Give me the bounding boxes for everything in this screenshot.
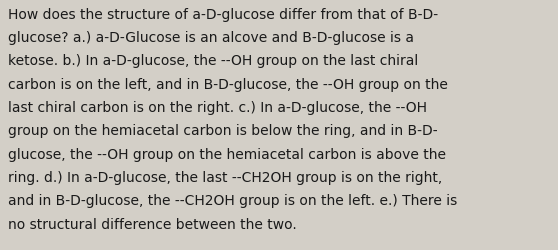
Text: glucose, the --OH group on the hemiacetal carbon is above the: glucose, the --OH group on the hemiaceta… — [8, 147, 446, 161]
Text: How does the structure of a-D-glucose differ from that of B-D-: How does the structure of a-D-glucose di… — [8, 8, 439, 22]
Text: no structural difference between the two.: no structural difference between the two… — [8, 217, 297, 231]
Text: last chiral carbon is on the right. c.) In a-D-glucose, the --OH: last chiral carbon is on the right. c.) … — [8, 100, 427, 114]
Text: glucose? a.) a-D-Glucose is an alcove and B-D-glucose is a: glucose? a.) a-D-Glucose is an alcove an… — [8, 31, 415, 45]
Text: and in B-D-glucose, the --CH2OH group is on the left. e.) There is: and in B-D-glucose, the --CH2OH group is… — [8, 194, 458, 207]
Text: ketose. b.) In a-D-glucose, the --OH group on the last chiral: ketose. b.) In a-D-glucose, the --OH gro… — [8, 54, 418, 68]
Text: ring. d.) In a-D-glucose, the last --CH2OH group is on the right,: ring. d.) In a-D-glucose, the last --CH2… — [8, 170, 442, 184]
Text: carbon is on the left, and in B-D-glucose, the --OH group on the: carbon is on the left, and in B-D-glucos… — [8, 77, 448, 91]
Text: group on the hemiacetal carbon is below the ring, and in B-D-: group on the hemiacetal carbon is below … — [8, 124, 438, 138]
